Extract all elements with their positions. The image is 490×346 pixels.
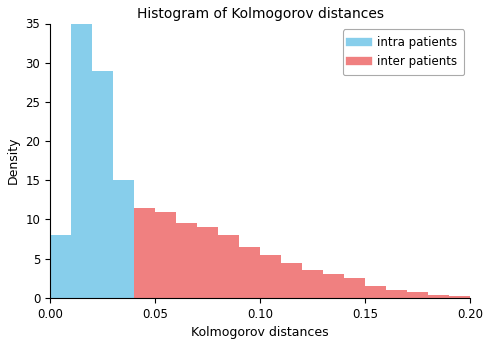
Bar: [302, 270, 323, 298]
X-axis label: Kolmogorov distances: Kolmogorov distances: [191, 326, 329, 339]
Bar: [155, 211, 176, 298]
Bar: [92, 216, 113, 298]
Title: Histogram of Kolmogorov distances: Histogram of Kolmogorov distances: [137, 7, 384, 21]
Bar: [71, 24, 92, 298]
Legend: intra patients, inter patients: intra patients, inter patients: [343, 29, 464, 75]
Bar: [71, 251, 92, 298]
Bar: [197, 227, 218, 298]
Bar: [113, 204, 134, 298]
Bar: [92, 71, 113, 298]
Bar: [260, 255, 281, 298]
Bar: [386, 290, 407, 298]
Bar: [323, 274, 344, 298]
Bar: [428, 295, 449, 298]
Bar: [449, 296, 470, 298]
Bar: [218, 235, 239, 298]
Bar: [113, 180, 134, 298]
Bar: [176, 223, 197, 298]
Bar: [344, 278, 365, 298]
Bar: [239, 247, 260, 298]
Bar: [365, 286, 386, 298]
Bar: [407, 292, 428, 298]
Y-axis label: Density: Density: [7, 137, 20, 184]
Bar: [134, 208, 155, 298]
Bar: [281, 263, 302, 298]
Bar: [50, 290, 71, 298]
Bar: [50, 235, 71, 298]
